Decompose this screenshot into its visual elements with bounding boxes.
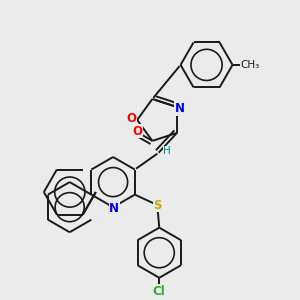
Text: H: H — [163, 146, 171, 156]
Text: S: S — [154, 199, 162, 212]
Text: O: O — [127, 112, 137, 125]
Text: N: N — [109, 202, 119, 215]
Text: Cl: Cl — [153, 285, 166, 298]
Text: O: O — [132, 124, 142, 138]
Text: N: N — [175, 102, 185, 115]
Text: CH₃: CH₃ — [240, 60, 260, 70]
